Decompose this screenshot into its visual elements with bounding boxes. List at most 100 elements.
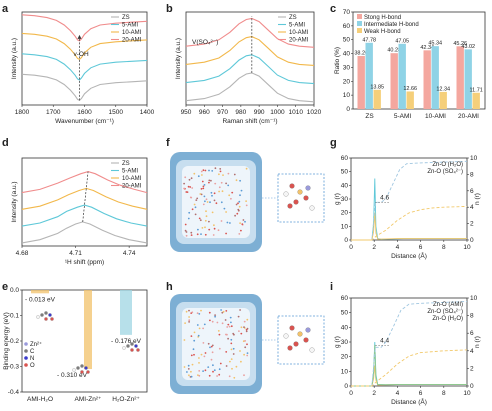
- ami-solvation-inset: [277, 315, 325, 365]
- molecule-dot: [219, 362, 222, 365]
- x-tick-label: 1000: [270, 109, 285, 116]
- atom-legend-entry: Zn²⁺: [30, 341, 42, 348]
- y-axis-label: g (r): [334, 336, 341, 348]
- molecule-dot: [184, 229, 187, 232]
- legend-entry: Zn-O (AMI): [433, 302, 463, 308]
- molecule-dot: [218, 373, 221, 376]
- molecule-dot: [202, 342, 205, 344]
- inset-atom: [287, 203, 293, 209]
- rdf-series: [351, 160, 468, 241]
- bar-value-label: 38.26: [354, 50, 368, 56]
- molecule-dot: [213, 224, 215, 227]
- bar-value-label: 12.66: [403, 86, 417, 92]
- x-tick-label: 6: [419, 390, 423, 397]
- molecule-dot: [213, 227, 216, 230]
- molecule-dot: [246, 352, 249, 354]
- molecule-dot: [200, 188, 203, 190]
- molecule-dot: [217, 330, 220, 332]
- molecule-dot: [198, 217, 201, 220]
- sim-box-ami-image: [170, 294, 262, 394]
- y-tick-label: 60: [341, 295, 349, 302]
- x-axis-label: Distance (Å): [391, 397, 427, 406]
- x-tick-label: 1700: [46, 109, 61, 116]
- series-line-10-AMI: [21, 187, 148, 210]
- x-tick-label: 960: [199, 109, 210, 116]
- y-tick-label: 30: [341, 339, 349, 346]
- molecule-dot: [188, 321, 191, 323]
- o-atom-icon: [24, 363, 28, 367]
- molecule-dot: [198, 362, 200, 364]
- atom: [72, 368, 76, 372]
- bar-value-label: 12.34: [436, 86, 450, 92]
- bar-value-label: 47.78: [362, 37, 376, 43]
- molecule-dot: [188, 178, 191, 181]
- sim-box-zs-image: [170, 152, 262, 252]
- molecule-dot: [202, 203, 205, 206]
- molecule-dot: [198, 313, 201, 315]
- molecule-dot: [191, 208, 194, 211]
- atom: [40, 313, 44, 317]
- rdf-series: [351, 205, 468, 241]
- bar-1: [431, 46, 439, 109]
- legend-entry: 20-AMI: [122, 38, 142, 44]
- annotation-voh: v-OH: [74, 51, 89, 58]
- molecule-dot: [210, 345, 213, 348]
- molecule-dot: [190, 335, 193, 337]
- molecule-dot: [209, 201, 211, 204]
- molecule-dot: [188, 309, 190, 312]
- molecule-dot: [203, 323, 206, 326]
- molecule-dot: [214, 315, 217, 318]
- molecule-dot: [243, 353, 246, 356]
- y2-axis-label: n (r): [474, 336, 481, 348]
- molecule-dot: [243, 320, 246, 323]
- molecule-dot: [229, 316, 232, 319]
- molecule-dot: [240, 360, 242, 363]
- molecule-dot: [212, 370, 214, 373]
- y-axis-label: g (r): [334, 193, 341, 205]
- molecule-dot: [225, 310, 228, 312]
- series-line-20-AMI: [21, 171, 148, 194]
- series-line-ZS: [21, 221, 148, 244]
- molecule-dot: [194, 206, 197, 209]
- atom: [134, 344, 138, 348]
- molecule-dot: [183, 182, 186, 185]
- molecule-dot: [209, 346, 211, 349]
- molecule-dot: [191, 187, 194, 189]
- molecule-dot: [204, 233, 207, 236]
- molecule-dot: [231, 367, 233, 370]
- plot-frame-b: [185, 11, 315, 106]
- molecule-dot: [214, 314, 217, 316]
- molecule-dot: [225, 365, 228, 367]
- zn-atom-icon: [24, 342, 28, 346]
- legend-entry: Zn-O (H₂O): [432, 162, 463, 168]
- molecule-dot: [229, 360, 231, 363]
- molecule-dot: [208, 220, 210, 223]
- molecule-dot: [211, 344, 214, 347]
- y2-tick-label: 6: [470, 330, 474, 337]
- molecule-dot: [245, 200, 248, 203]
- y-tick-label: 70: [343, 9, 351, 16]
- y-tick-label: 0: [344, 237, 348, 244]
- panel-letter-d: d: [2, 137, 9, 149]
- molecule-dot: [244, 340, 247, 342]
- inset-atom: [283, 333, 289, 339]
- molecule-dot: [228, 375, 231, 378]
- molecule-dot: [221, 190, 224, 193]
- molecule-dot: [235, 179, 238, 182]
- molecule-dot: [214, 167, 217, 170]
- inset-atom: [305, 185, 311, 191]
- x-tick-label: 970: [217, 109, 228, 116]
- molecule-dot: [245, 167, 248, 170]
- rdf-series: [351, 344, 467, 387]
- y2-tick-label: 6: [470, 188, 474, 195]
- binding-energy-label: - 0.013 eV: [25, 296, 56, 303]
- molecule-dot: [213, 199, 216, 202]
- molecule-dot: [223, 207, 226, 210]
- series-line-5-AMI: [185, 54, 315, 85]
- molecule-dot: [211, 320, 214, 323]
- molecule-dot: [245, 330, 248, 333]
- bar-value-label: 45.34: [428, 41, 442, 47]
- legend-entry: 10-AMI: [122, 30, 142, 36]
- molecule-dot: [202, 327, 205, 330]
- molecule-dot: [199, 219, 202, 222]
